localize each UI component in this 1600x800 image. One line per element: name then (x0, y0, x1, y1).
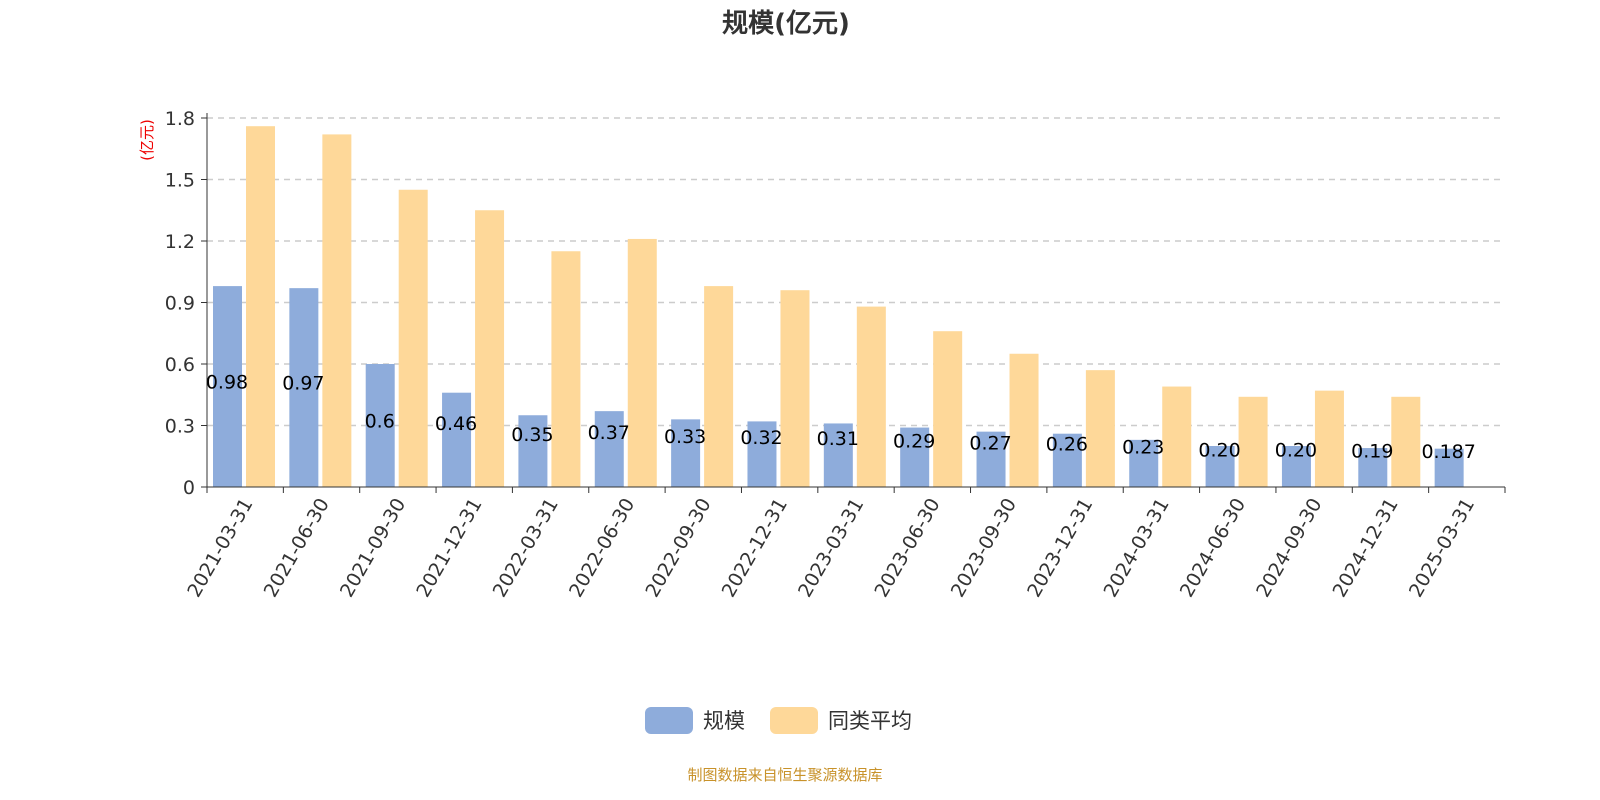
x-tick-label: 2022-12-31 (718, 495, 792, 602)
x-tick-label: 2021-09-30 (336, 495, 410, 602)
x-tick-label: 2022-03-31 (489, 495, 563, 602)
data-label: 0.187 (1421, 441, 1475, 463)
bar-peer-average[interactable] (398, 189, 428, 487)
bar-scale[interactable] (213, 286, 242, 487)
bar-peer-average[interactable] (1391, 396, 1421, 487)
data-label: 0.31 (817, 428, 859, 450)
bar-scale[interactable] (671, 419, 701, 487)
bar-peer-average[interactable] (475, 210, 505, 487)
bar-scale[interactable] (365, 364, 395, 487)
data-label: 0.97 (282, 373, 324, 395)
bar-scale[interactable] (1358, 448, 1388, 487)
bar-scale[interactable] (1129, 439, 1159, 487)
data-label: 0.19 (1351, 441, 1393, 463)
x-tick-label: 2024-09-30 (1252, 495, 1326, 602)
data-label: 0.23 (1122, 436, 1164, 458)
data-label: 0.29 (893, 430, 935, 452)
bar-peer-average[interactable] (1085, 370, 1115, 487)
bar-scale[interactable] (1052, 433, 1082, 487)
bar-scale[interactable] (900, 427, 930, 487)
x-tick-label: 2021-06-30 (260, 495, 334, 602)
bar-scale[interactable] (518, 415, 548, 487)
y-tick-label: 0 (183, 477, 195, 499)
bar-scale[interactable] (1281, 446, 1311, 487)
x-tick-label: 2022-09-30 (641, 495, 715, 602)
legend-label-peer-average[interactable]: 同类平均 (828, 709, 912, 733)
x-tick-label: 2021-12-31 (412, 495, 486, 602)
y-tick-label: 0.3 (165, 416, 195, 438)
bar-peer-average[interactable] (933, 331, 963, 487)
legend-swatch-peer-average[interactable] (770, 707, 818, 734)
x-tick-label: 2021-03-31 (183, 495, 257, 602)
bar-peer-average[interactable] (780, 290, 810, 487)
data-source: 制图数据来自恒生聚源数据库 (687, 766, 882, 784)
legend-label-scale[interactable]: 规模 (703, 709, 745, 733)
data-label: 0.98 (206, 372, 248, 394)
x-tick-label: 2023-06-30 (870, 495, 944, 602)
data-label: 0.27 (969, 432, 1011, 454)
bar-scale[interactable] (1205, 446, 1235, 487)
x-tick-label: 2024-06-30 (1176, 495, 1250, 602)
bar-peer-average[interactable] (246, 126, 275, 487)
x-tick-label: 2023-12-31 (1023, 495, 1097, 602)
data-label: 0.37 (588, 422, 630, 444)
data-label: 0.26 (1046, 433, 1088, 455)
legend: 规模 同类平均 (645, 707, 912, 734)
data-label: 0.46 (435, 413, 477, 435)
bar-scale[interactable] (442, 392, 472, 487)
bar-peer-average[interactable] (1009, 353, 1039, 487)
x-tick-label: 2024-03-31 (1099, 495, 1173, 602)
y-tick-label: 1.2 (165, 231, 195, 253)
bar-scale[interactable] (289, 288, 319, 487)
bar-peer-average[interactable] (704, 286, 734, 487)
y-tick-label: 0.9 (165, 293, 195, 315)
x-tick-label: 2023-09-30 (947, 495, 1021, 602)
x-tick-label: 2025-03-31 (1405, 495, 1479, 602)
bar-scale[interactable] (594, 411, 624, 487)
data-label: 0.32 (740, 427, 782, 449)
x-tick-label: 2024-12-31 (1329, 495, 1403, 602)
y-axis-unit: (亿元) (138, 119, 156, 161)
data-label: 0.20 (1275, 440, 1317, 462)
y-tick-label: 1.5 (165, 170, 195, 192)
bar-peer-average[interactable] (1238, 396, 1268, 487)
chart-title: 规模(亿元) (722, 9, 850, 39)
bar-scale[interactable] (976, 431, 1006, 487)
bar-scale[interactable] (747, 421, 777, 487)
x-tick-label: 2022-06-30 (565, 495, 639, 602)
bar-peer-average[interactable] (322, 134, 352, 487)
bar-peer-average[interactable] (627, 238, 657, 487)
x-tick-label: 2023-03-31 (794, 495, 868, 602)
legend-swatch-scale[interactable] (645, 707, 693, 734)
bar-peer-average[interactable] (1162, 386, 1192, 487)
bar-peer-average[interactable] (1314, 390, 1344, 487)
data-label: 0.35 (511, 424, 553, 446)
data-label: 0.20 (1198, 440, 1240, 462)
y-tick-label: 0.6 (165, 354, 195, 376)
bar-scale[interactable] (823, 423, 853, 487)
y-tick-label: 1.8 (165, 108, 195, 130)
bar-peer-average[interactable] (551, 251, 581, 487)
bar-peer-average[interactable] (856, 306, 886, 487)
data-label: 0.33 (664, 426, 706, 448)
bar-scale[interactable] (1434, 448, 1464, 487)
data-label: 0.6 (365, 411, 395, 433)
